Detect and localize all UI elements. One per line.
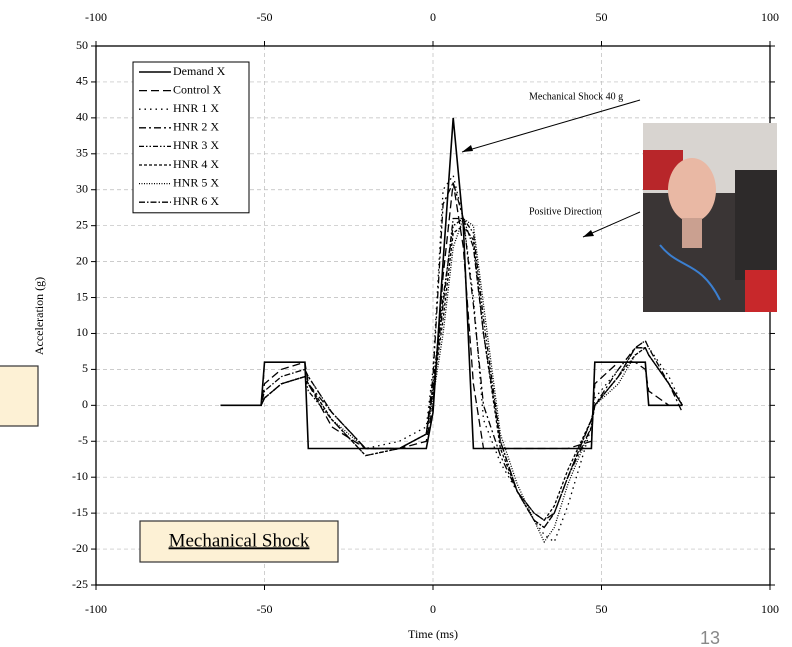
series-line: [220, 217, 683, 544]
legend-label: HNR 4 X: [173, 157, 219, 171]
y-tick-label: 25: [76, 217, 88, 231]
x-tick-label: 100: [761, 602, 779, 616]
x-axis-label: Time (ms): [408, 627, 458, 641]
y-tick-label: 40: [76, 110, 88, 124]
x-tick-label: -100: [85, 602, 107, 616]
photo-rig: [735, 170, 777, 280]
y-tick-label: 0: [82, 397, 88, 411]
y-tick-label: 10: [76, 325, 88, 339]
x-tick-label-top: 50: [596, 10, 608, 24]
x-tick-label: 0: [430, 602, 436, 616]
y-tick-label: -5: [78, 433, 88, 447]
y-tick-label: 20: [76, 253, 88, 267]
photo-cables: [659, 244, 721, 301]
title-box: [139, 520, 339, 563]
annotation-arrow: [582, 211, 641, 238]
legend-label: HNR 5 X: [173, 175, 219, 189]
legend-label: HNR 1 X: [173, 101, 219, 115]
legend-label: Demand X: [173, 64, 226, 78]
x-tick-label: -50: [257, 602, 273, 616]
y-tick-label: 50: [76, 38, 88, 52]
page-number: 13: [700, 628, 720, 647]
y-tick-label: -10: [72, 469, 88, 483]
y-axis-label: Acceleration (g): [32, 277, 46, 355]
legend-label: Control X: [173, 82, 222, 96]
y-tick-label: -15: [72, 505, 88, 519]
y-tick-label: 30: [76, 181, 88, 195]
photo: [643, 123, 777, 312]
plot-frame: [95, 45, 771, 586]
legend-label: HNR 3 X: [173, 138, 219, 152]
legend-box: [132, 61, 250, 214]
series-line: [220, 217, 683, 529]
annotation: Mechanical Shock 40 g: [529, 91, 623, 102]
x-tick-label-top: 100: [761, 10, 779, 24]
annotation: Positive Direction: [529, 206, 602, 217]
x-tick-label-top: -100: [85, 10, 107, 24]
y-tick-label: 45: [76, 74, 88, 88]
y-tick-label: -25: [72, 577, 88, 591]
x-tick-label-top: -50: [257, 10, 273, 24]
y-tick-label: 35: [76, 146, 88, 160]
x-tick-label: 50: [596, 602, 608, 616]
side-box: [0, 365, 39, 427]
annotation-arrow: [461, 99, 641, 153]
arrow-head: [462, 145, 473, 152]
legend-label: HNR 2 X: [173, 120, 219, 134]
series-line: [220, 182, 683, 450]
photo-red-base: [745, 270, 777, 312]
photo-head: [668, 158, 716, 222]
y-tick-label: 15: [76, 289, 88, 303]
chart-title: Mechanical Shock: [169, 530, 310, 551]
x-tick-label-top: 0: [430, 10, 436, 24]
photo-neck: [682, 218, 702, 248]
y-tick-label: 5: [82, 361, 88, 375]
legend-label: HNR 6 X: [173, 194, 219, 208]
y-tick-label: -20: [72, 541, 88, 555]
arrow-head: [583, 230, 594, 237]
